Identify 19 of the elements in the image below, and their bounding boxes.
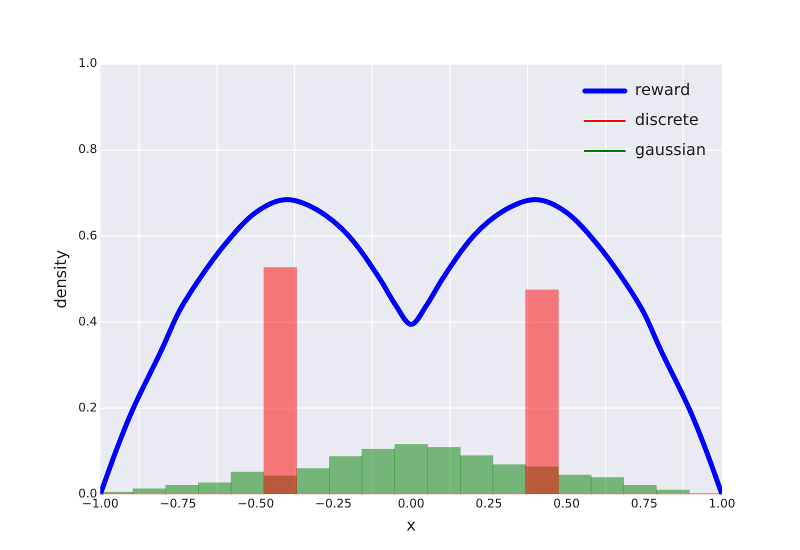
y-tick-label: 0.8 (78, 142, 98, 156)
legend-label: discrete (634, 110, 699, 130)
y-tick-label: 0.4 (78, 314, 98, 328)
x-tick-label: 0.25 (475, 496, 502, 511)
legend-label: gaussian (634, 140, 706, 160)
y-axis-title: density (50, 250, 70, 309)
y-tick-label: 1.0 (78, 56, 98, 70)
x-axis-title: x (406, 516, 416, 535)
x-tick-label: 1.00 (708, 496, 736, 511)
y-tick-label: 0.2 (78, 400, 98, 414)
x-tick-label: 0.50 (553, 496, 580, 511)
x-tick-label: −1.00 (82, 496, 119, 511)
x-tick-label: −0.75 (160, 496, 196, 511)
legend-label: reward (634, 80, 690, 100)
x-tick-label: −0.25 (315, 496, 352, 511)
x-tick-label: −0.50 (237, 496, 274, 511)
x-tick-label: 0.75 (630, 496, 658, 511)
y-tick-label: 0.6 (78, 228, 98, 242)
x-tick-label: 0.00 (398, 496, 424, 511)
